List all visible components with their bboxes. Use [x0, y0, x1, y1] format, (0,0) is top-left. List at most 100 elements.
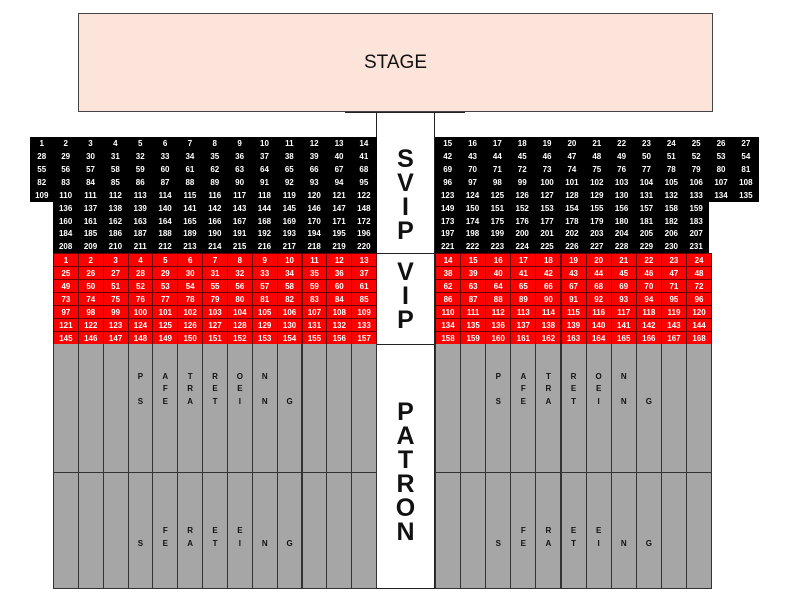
svip-seat[interactable]: 126 — [509, 188, 535, 202]
patron-seat[interactable] — [686, 433, 713, 448]
svip-seat[interactable]: 231 — [683, 240, 709, 254]
vip-seat[interactable]: 26 — [77, 266, 104, 280]
patron-seat[interactable] — [226, 549, 253, 564]
svip-seat[interactable]: 73 — [534, 162, 560, 177]
patron-seat[interactable] — [535, 498, 562, 513]
patron-seat[interactable] — [660, 511, 687, 525]
patron-seat[interactable] — [535, 562, 562, 577]
vip-seat[interactable]: 31 — [202, 266, 228, 280]
patron-seat-letter[interactable]: G — [635, 395, 662, 410]
patron-seat[interactable] — [77, 485, 104, 500]
svip-seat[interactable]: 87 — [152, 175, 178, 190]
patron-seat[interactable] — [660, 356, 687, 371]
svip-seat[interactable]: 60 — [152, 162, 178, 177]
vip-seat[interactable]: 52 — [127, 279, 154, 293]
vip-seat[interactable]: 87 — [460, 292, 487, 306]
svip-seat[interactable]: 193 — [276, 227, 302, 241]
svip-seat[interactable]: 114 — [152, 188, 178, 202]
svip-seat[interactable]: 38 — [276, 149, 302, 164]
patron-seat-letter[interactable]: O — [585, 369, 612, 384]
svip-seat[interactable]: 153 — [534, 201, 560, 215]
patron-seat[interactable] — [485, 344, 512, 358]
svip-seat[interactable]: 120 — [301, 188, 327, 202]
patron-seat[interactable] — [435, 472, 462, 487]
vip-seat[interactable]: 153 — [251, 331, 278, 345]
vip-seat[interactable]: 12 — [326, 253, 353, 267]
vip-seat[interactable]: 166 — [635, 331, 662, 345]
patron-seat[interactable] — [326, 536, 353, 551]
patron-seat[interactable] — [53, 369, 79, 384]
patron-seat[interactable] — [660, 446, 687, 461]
svip-seat[interactable]: 178 — [559, 214, 585, 228]
patron-seat[interactable] — [485, 485, 512, 500]
svip-seat[interactable]: 201 — [534, 227, 560, 241]
vip-seat[interactable]: 165 — [610, 331, 637, 345]
svip-seat[interactable]: 42 — [435, 149, 461, 164]
vip-seat[interactable]: 120 — [686, 305, 713, 319]
svip-seat[interactable]: 204 — [608, 227, 635, 241]
patron-seat[interactable] — [301, 575, 328, 590]
patron-seat[interactable] — [276, 369, 303, 384]
svip-seat[interactable]: 206 — [658, 227, 684, 241]
patron-seat[interactable] — [77, 382, 104, 397]
patron-seat[interactable] — [610, 421, 637, 435]
patron-seat[interactable] — [226, 356, 253, 371]
patron-seat[interactable] — [326, 356, 353, 371]
svip-seat[interactable]: 26 — [708, 137, 734, 151]
patron-seat[interactable] — [351, 536, 378, 551]
patron-seat[interactable] — [660, 408, 687, 423]
patron-seat[interactable] — [535, 485, 562, 500]
patron-seat[interactable] — [326, 369, 353, 384]
patron-seat[interactable] — [301, 485, 328, 500]
patron-seat[interactable] — [460, 498, 487, 513]
vip-seat[interactable]: 114 — [535, 305, 562, 319]
patron-seat[interactable] — [251, 485, 278, 500]
patron-seat[interactable] — [535, 446, 562, 461]
vip-seat[interactable]: 21 — [610, 253, 637, 267]
vip-seat[interactable]: 115 — [560, 305, 587, 319]
svip-seat[interactable]: 145 — [276, 201, 302, 215]
patron-seat[interactable] — [276, 421, 303, 435]
patron-seat[interactable] — [276, 562, 303, 577]
patron-seat[interactable] — [560, 562, 587, 577]
patron-seat[interactable] — [686, 472, 713, 487]
vip-seat[interactable]: 93 — [610, 292, 637, 306]
patron-seat[interactable] — [102, 408, 129, 423]
svip-seat[interactable]: 117 — [226, 188, 253, 202]
vip-seat[interactable]: 98 — [77, 305, 104, 319]
vip-seat[interactable]: 125 — [152, 318, 179, 332]
patron-seat[interactable] — [102, 549, 129, 564]
patron-seat[interactable] — [585, 421, 612, 435]
vip-seat[interactable]: 163 — [560, 331, 587, 345]
patron-seat[interactable] — [276, 575, 303, 590]
patron-seat[interactable] — [53, 536, 79, 551]
svip-seat[interactable]: 58 — [102, 162, 129, 177]
patron-seat[interactable] — [351, 446, 378, 461]
svip-seat[interactable]: 96 — [435, 175, 461, 190]
vip-seat[interactable]: 2 — [77, 253, 104, 267]
patron-seat[interactable] — [435, 511, 462, 525]
patron-seat-letter[interactable]: N — [251, 395, 278, 410]
svip-seat[interactable]: 112 — [102, 188, 129, 202]
vip-seat[interactable]: 81 — [251, 292, 278, 306]
vip-seat[interactable]: 142 — [635, 318, 662, 332]
vip-seat[interactable]: 121 — [53, 318, 79, 332]
patron-seat-letter[interactable]: N — [610, 395, 637, 410]
patron-seat[interactable] — [435, 433, 462, 448]
vip-seat[interactable]: 162 — [535, 331, 562, 345]
patron-seat[interactable] — [485, 562, 512, 577]
svip-seat[interactable]: 149 — [435, 201, 461, 215]
patron-seat[interactable] — [326, 498, 353, 513]
patron-seat[interactable] — [77, 575, 104, 590]
patron-seat[interactable] — [686, 421, 713, 435]
svip-seat[interactable]: 85 — [102, 175, 129, 190]
vip-seat[interactable]: 96 — [686, 292, 713, 306]
patron-seat[interactable] — [202, 472, 228, 487]
patron-seat[interactable] — [560, 511, 587, 525]
patron-seat-letter[interactable]: E — [560, 382, 587, 397]
patron-seat[interactable] — [77, 459, 104, 474]
patron-seat[interactable] — [635, 369, 662, 384]
svip-seat[interactable]: 14 — [351, 137, 377, 151]
patron-seat[interactable] — [686, 575, 713, 590]
patron-seat[interactable] — [435, 408, 462, 423]
